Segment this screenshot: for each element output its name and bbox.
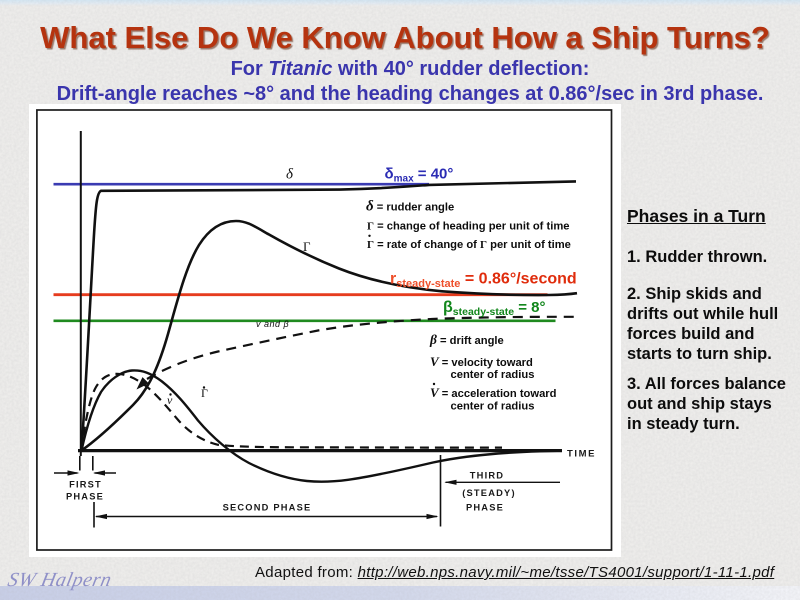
svg-text:β = drift angle: β = drift angle [429, 332, 504, 347]
svg-text:PHASE: PHASE [66, 492, 104, 502]
svg-text:V = velocity toward: V = velocity toward [430, 354, 533, 369]
svg-text:center of radius: center of radius [451, 401, 535, 413]
svg-text:TIME: TIME [567, 449, 596, 460]
svg-text:δmax = 40°: δmax = 40° [385, 166, 454, 185]
svg-text:center of radius: center of radius [451, 369, 535, 381]
svg-text:Γ: Γ [303, 239, 311, 254]
svg-text:Γ: Γ [201, 386, 208, 400]
svg-text:v and β: v and β [256, 319, 289, 329]
svg-text:SECOND PHASE: SECOND PHASE [223, 503, 312, 513]
svg-text:δ: δ [286, 167, 294, 183]
svg-text:δ = rudder angle: δ = rudder angle [366, 199, 454, 215]
svg-text:rsteady-state = 0.86°/second: rsteady-state = 0.86°/second [390, 271, 577, 291]
svg-text:PHASE: PHASE [466, 503, 504, 513]
svg-text:(STEADY): (STEADY) [462, 488, 516, 498]
svg-text:Γ = rate of change of Γ per un: Γ = rate of change of Γ per unit of time [367, 239, 571, 251]
svg-text:V = acceleration toward: V = acceleration toward [430, 385, 557, 400]
svg-text:Γ = change of heading per unit: Γ = change of heading per unit of time [367, 221, 570, 233]
svg-text:THIRD: THIRD [470, 471, 504, 481]
svg-text:FIRST: FIRST [69, 480, 102, 490]
svg-text:v: v [167, 393, 173, 407]
svg-text:βsteady-state = 8°: βsteady-state = 8° [443, 299, 545, 318]
